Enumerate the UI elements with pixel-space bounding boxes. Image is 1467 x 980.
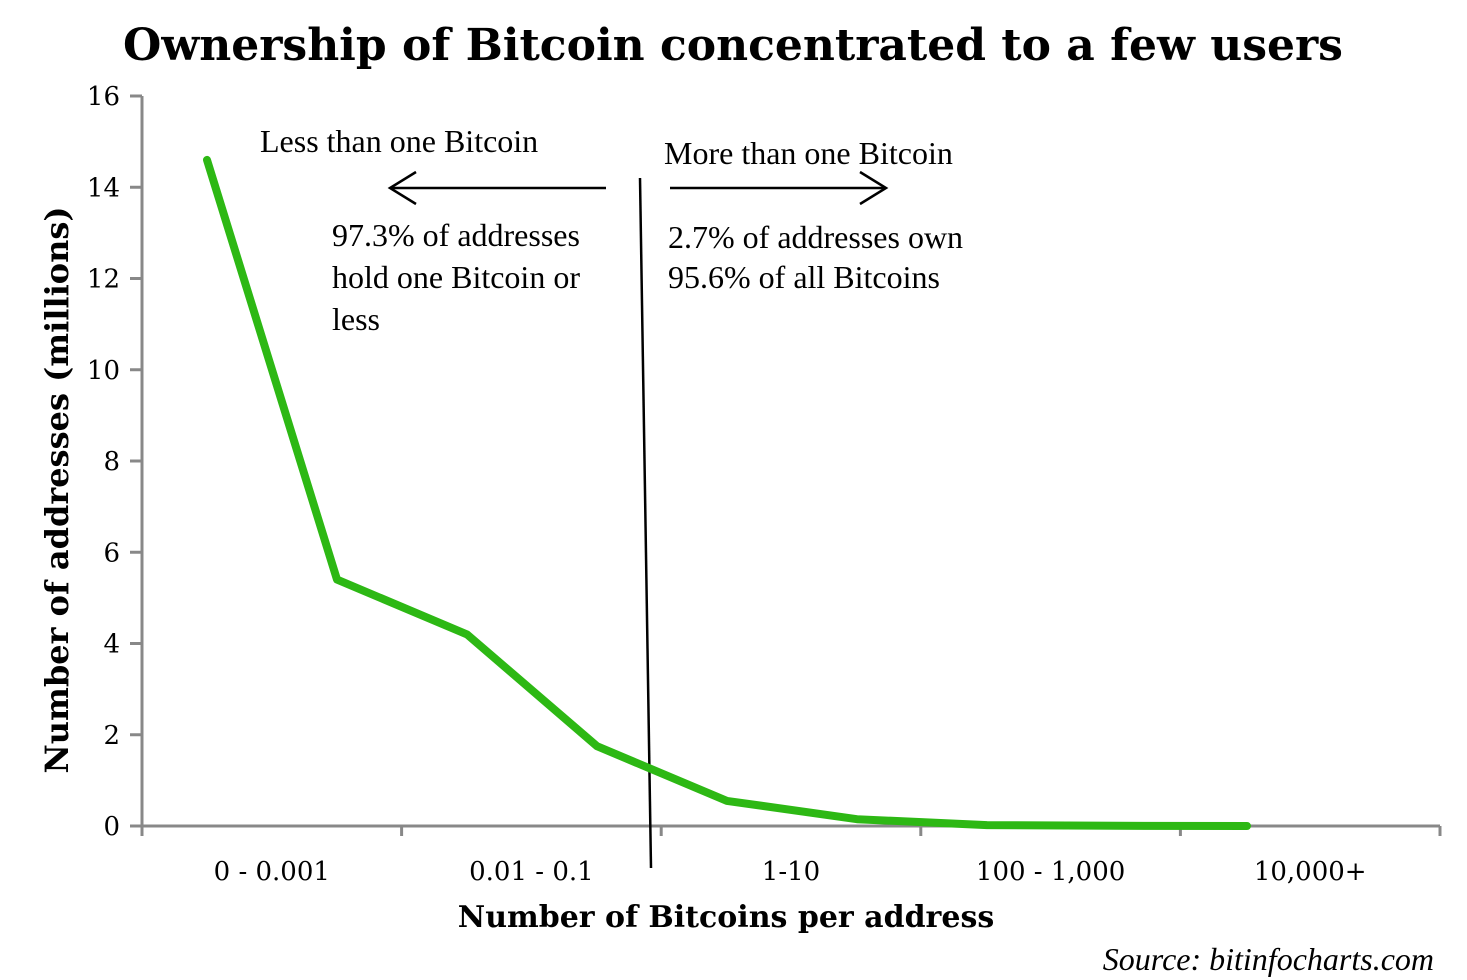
x-axis: 0 - 0.001 0.01 - 0.1 1-10 100 - 1,000 10,000… [140, 824, 1442, 887]
chart-title: Ownership of Bitcoin concentrated to a f… [123, 20, 1343, 71]
x-axis-label: Number of Bitcoins per address [458, 900, 994, 935]
series-group [203, 155, 1251, 830]
y-tick-label: 4 [103, 630, 120, 660]
right-annotation-line-1: 2.7% of addresses own [668, 219, 963, 255]
y-tick-label: 0 [103, 812, 120, 842]
y-axis-label: Number of addresses (millions) [38, 207, 76, 774]
left-annotation-heading: Less than one Bitcoin [260, 123, 538, 159]
left-annotation-line-3: less [332, 301, 380, 337]
x-tick-label: 10,000+ [1254, 857, 1367, 887]
y-tick-label: 16 [87, 82, 120, 112]
left-annotation: Less than one Bitcoin 97.3% of addresses… [260, 123, 606, 337]
x-tick-label: 1-10 [762, 857, 820, 887]
right-annotation: More than one Bitcoin 2.7% of addresses … [664, 135, 963, 295]
divider-line [638, 177, 653, 869]
right-arrow-icon [670, 170, 889, 206]
right-annotation-line-2: 95.6% of all Bitcoins [668, 259, 940, 295]
x-tick-label: 0 - 0.001 [214, 857, 330, 887]
y-tick-label: 10 [87, 356, 120, 386]
y-tick-label: 8 [103, 447, 120, 477]
y-tick-label: 12 [87, 265, 120, 295]
x-tick-label: 100 - 1,000 [976, 857, 1125, 887]
left-annotation-line-2: hold one Bitcoin or [332, 259, 580, 295]
left-arrow-icon [387, 170, 606, 206]
x-tick-label: 0.01 - 0.1 [469, 857, 594, 887]
y-tick-label: 14 [87, 173, 120, 203]
source-note: Source: bitinfocharts.com [1103, 941, 1434, 977]
y-axis: 0 2 4 6 8 10 12 14 16 [87, 82, 144, 842]
right-annotation-heading: More than one Bitcoin [664, 135, 953, 171]
y-tick-label: 2 [103, 721, 120, 751]
left-annotation-line-1: 97.3% of addresses [332, 217, 580, 253]
y-tick-label: 6 [103, 538, 120, 568]
